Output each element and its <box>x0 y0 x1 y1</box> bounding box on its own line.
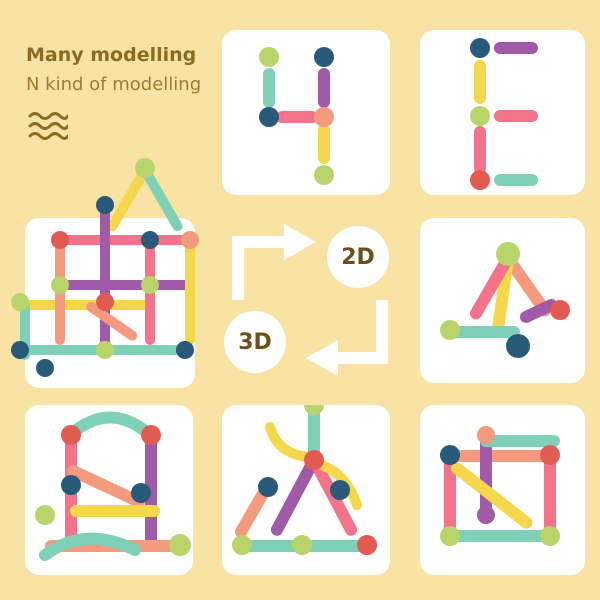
label-3d: 3D <box>224 311 286 373</box>
magnetic-letter-e <box>470 38 538 190</box>
magnetic-letter-4 <box>259 47 334 185</box>
panel-cube <box>420 405 585 575</box>
page-subtitle: N kind of modelling <box>26 74 202 95</box>
label-2d: 2D <box>327 226 389 288</box>
panel-arch <box>25 405 193 575</box>
cycle-arrows <box>232 224 388 376</box>
magnetic-arch <box>35 411 191 561</box>
magnetic-tent <box>232 405 377 555</box>
panel-tent <box>222 405 390 575</box>
page-title: Many modelling <box>26 44 197 66</box>
panel-pyramid <box>420 218 585 383</box>
magnetic-house-structure <box>11 158 199 377</box>
panel-letter-4 <box>222 30 390 195</box>
magnetic-pyramid <box>440 242 570 358</box>
wave-icon <box>28 112 68 140</box>
magnetic-cube <box>440 426 560 546</box>
panel-letter-e <box>420 30 585 195</box>
